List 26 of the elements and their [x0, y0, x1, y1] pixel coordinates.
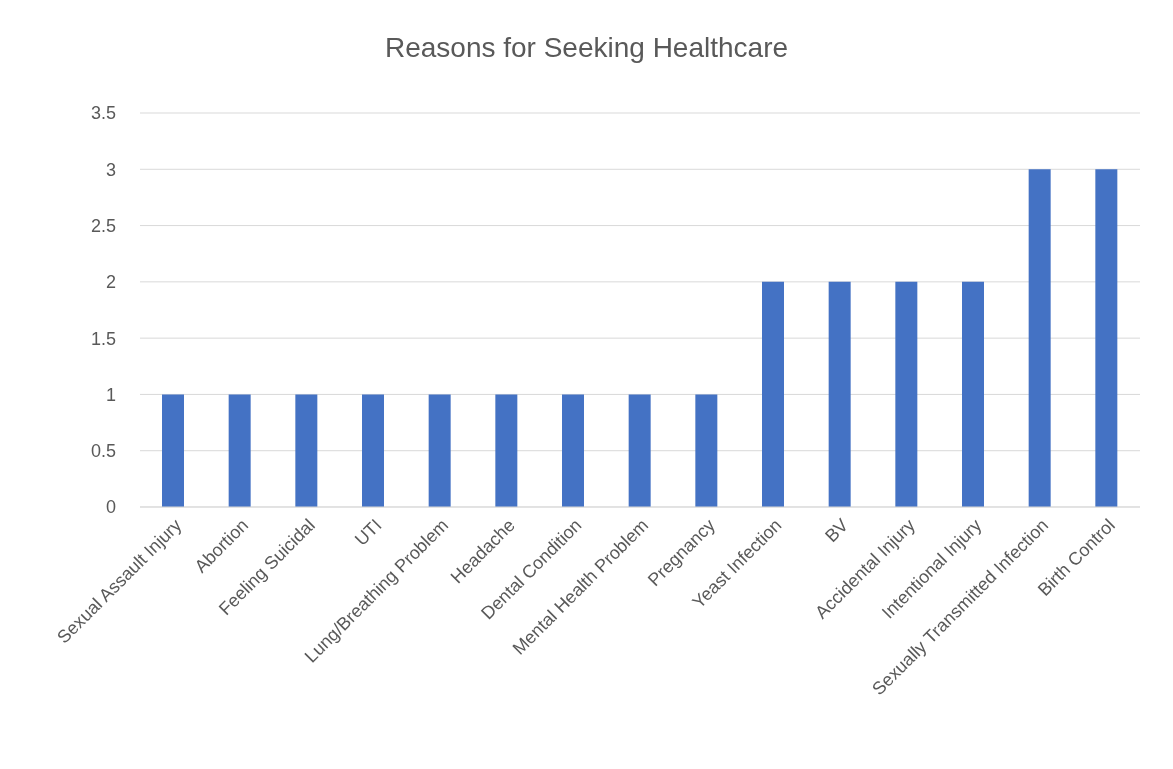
x-tick-label: UTI [350, 515, 386, 550]
y-tick-label: 1.5 [90, 328, 116, 349]
bar [628, 394, 651, 507]
bar [228, 394, 251, 507]
x-tick-label: BV [821, 515, 853, 547]
bar [828, 281, 851, 507]
bar [762, 281, 784, 507]
bar [495, 394, 518, 507]
y-tick-label: 0.5 [90, 441, 116, 462]
bar [162, 394, 184, 507]
bar [962, 281, 984, 507]
bar [1095, 169, 1118, 507]
bar [562, 394, 584, 507]
y-tick-label: 2.5 [90, 215, 116, 236]
bar [895, 281, 918, 507]
y-tick-label: 0 [105, 497, 116, 518]
y-tick-label: 1 [105, 384, 116, 405]
y-tick-label: 3 [105, 159, 116, 180]
bar [362, 394, 384, 507]
bar [428, 394, 451, 507]
bar [1028, 169, 1051, 507]
y-tick-label: 3.5 [90, 103, 116, 124]
bar [295, 394, 318, 507]
y-tick-label: 2 [105, 272, 116, 293]
bar [695, 394, 718, 507]
chart-title: Reasons for Seeking Healthcare [383, 32, 790, 64]
